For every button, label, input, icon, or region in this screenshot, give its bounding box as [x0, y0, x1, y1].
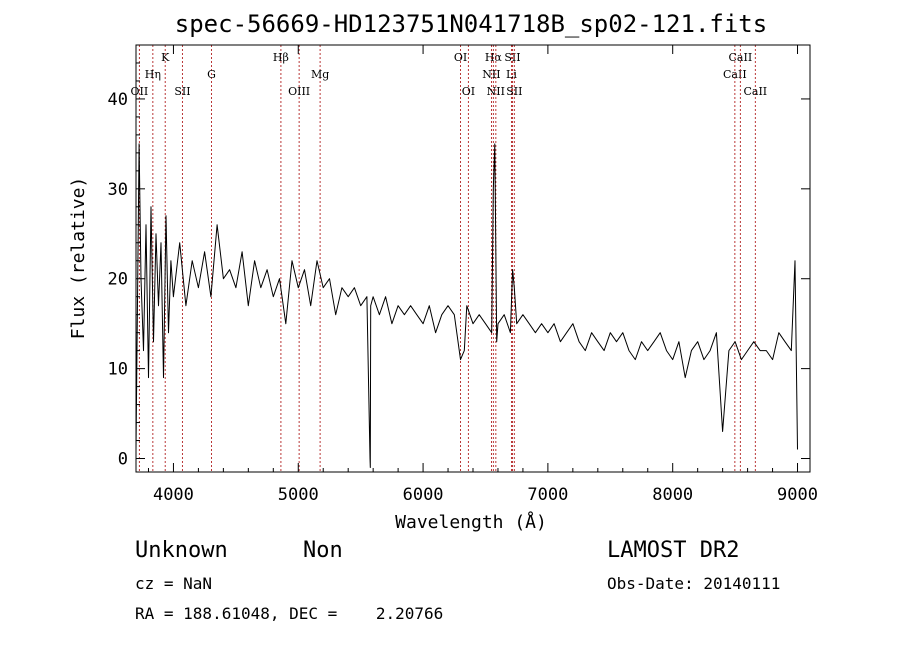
- feature-label: SII: [174, 85, 190, 98]
- y-tick-label: 0: [118, 450, 128, 470]
- feature-label: CaII: [743, 85, 767, 98]
- feature-label: NII: [487, 85, 505, 98]
- feature-label: Hβ: [273, 51, 289, 64]
- y-tick-label: 10: [108, 360, 128, 380]
- feature-label: OII: [131, 85, 149, 98]
- chart-title: spec-56669-HD123751N041718B_sp02-121.fit…: [175, 10, 767, 38]
- coordinates: RA = 188.61048, DEC = 2.20766: [135, 604, 444, 623]
- redshift-cz: cz = NaN: [135, 574, 213, 593]
- feature-label: Mg: [311, 68, 329, 81]
- feature-label: OI: [462, 85, 475, 98]
- plot-frame: [135, 44, 811, 473]
- x-tick-label: 8000: [652, 485, 693, 505]
- y-tick-label: 40: [108, 90, 128, 110]
- y-axis-label: Flux (relative): [68, 177, 89, 340]
- x-axis-label: Wavelength (Å): [395, 511, 547, 533]
- feature-label: NII: [482, 68, 500, 81]
- y-tick-label: 20: [108, 270, 128, 290]
- obs-date: Obs-Date: 20140111: [607, 574, 781, 593]
- feature-label: K: [161, 51, 170, 64]
- feature-label: G: [207, 68, 216, 81]
- feature-label: CaII: [729, 51, 753, 64]
- x-tick-label: 7000: [527, 485, 568, 505]
- x-tick-label: 5000: [278, 485, 319, 505]
- feature-label: SII: [504, 51, 520, 64]
- feature-label: SII: [506, 85, 522, 98]
- x-tick-label: 6000: [403, 485, 444, 505]
- x-tick-label: 9000: [777, 485, 818, 505]
- x-tick-label: 4000: [153, 485, 194, 505]
- y-tick-label: 30: [108, 180, 128, 200]
- feature-label: Hα: [485, 51, 503, 64]
- feature-label: CaII: [723, 68, 747, 81]
- survey-name: LAMOST DR2: [607, 538, 740, 563]
- feature-label: Hη: [145, 68, 161, 81]
- spectral-class: Unknown: [135, 538, 228, 563]
- feature-label: Li: [506, 68, 517, 81]
- feature-label: OIII: [288, 85, 310, 98]
- spectral-subclass: Non: [303, 538, 343, 563]
- spectrum-line: [135, 143, 798, 468]
- feature-label: OI: [454, 51, 467, 64]
